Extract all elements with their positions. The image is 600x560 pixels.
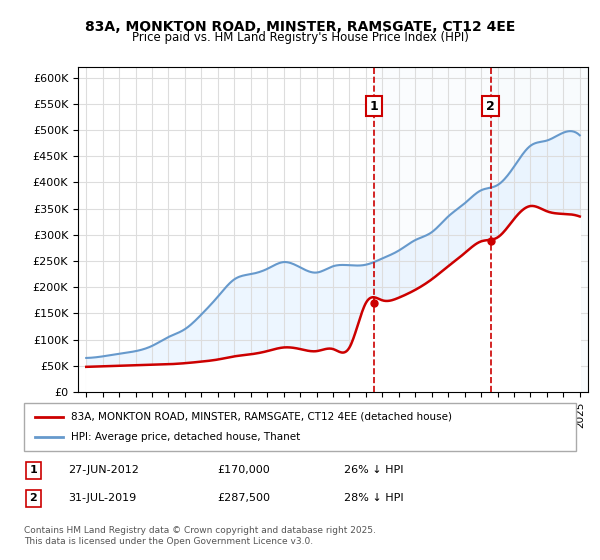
FancyBboxPatch shape [24,403,576,451]
Bar [374,67,491,392]
Text: 26% ↓ HPI: 26% ↓ HPI [344,465,404,475]
Text: £287,500: £287,500 [217,493,270,503]
Text: Contains HM Land Registry data © Crown copyright and database right 2025.
This d: Contains HM Land Registry data © Crown c… [24,526,376,546]
Text: 31-JUL-2019: 31-JUL-2019 [68,493,136,503]
Text: Price paid vs. HM Land Registry's House Price Index (HPI): Price paid vs. HM Land Registry's House … [131,31,469,44]
Text: £170,000: £170,000 [217,465,270,475]
Text: 27-JUN-2012: 27-JUN-2012 [68,465,139,475]
Text: 2: 2 [29,493,37,503]
Bar [491,67,588,392]
Text: 2: 2 [486,100,495,113]
Text: 83A, MONKTON ROAD, MINSTER, RAMSGATE, CT12 4EE (detached house): 83A, MONKTON ROAD, MINSTER, RAMSGATE, CT… [71,412,452,422]
Text: 1: 1 [29,465,37,475]
Text: 83A, MONKTON ROAD, MINSTER, RAMSGATE, CT12 4EE: 83A, MONKTON ROAD, MINSTER, RAMSGATE, CT… [85,20,515,34]
Text: 28% ↓ HPI: 28% ↓ HPI [344,493,404,503]
Text: HPI: Average price, detached house, Thanet: HPI: Average price, detached house, Than… [71,432,300,442]
Text: 1: 1 [370,100,379,113]
